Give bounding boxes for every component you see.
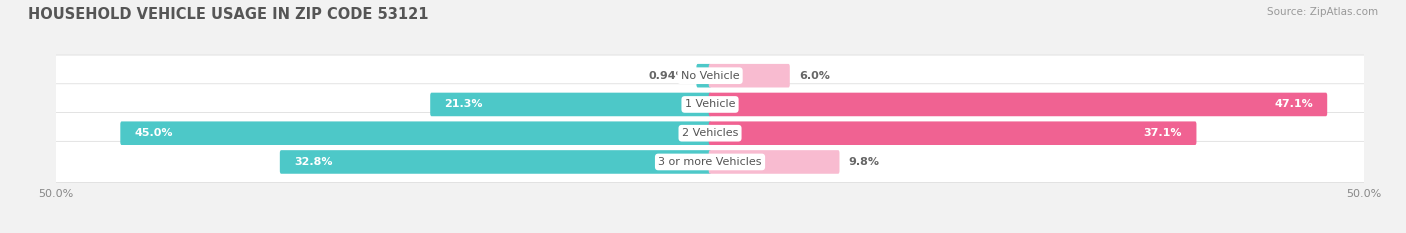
Text: 32.8%: 32.8%	[294, 157, 333, 167]
Text: 2 Vehicles: 2 Vehicles	[682, 128, 738, 138]
FancyBboxPatch shape	[709, 150, 839, 174]
FancyBboxPatch shape	[52, 84, 1368, 125]
FancyBboxPatch shape	[709, 64, 790, 87]
Text: 21.3%: 21.3%	[444, 99, 484, 110]
Text: Source: ZipAtlas.com: Source: ZipAtlas.com	[1267, 7, 1378, 17]
FancyBboxPatch shape	[709, 93, 1327, 116]
Text: 9.8%: 9.8%	[849, 157, 880, 167]
FancyBboxPatch shape	[52, 113, 1368, 154]
Text: 45.0%: 45.0%	[135, 128, 173, 138]
Text: 3 or more Vehicles: 3 or more Vehicles	[658, 157, 762, 167]
FancyBboxPatch shape	[52, 141, 1368, 183]
FancyBboxPatch shape	[52, 55, 1368, 96]
Text: 1 Vehicle: 1 Vehicle	[685, 99, 735, 110]
Text: 0.94%: 0.94%	[648, 71, 688, 81]
Text: No Vehicle: No Vehicle	[681, 71, 740, 81]
Text: 6.0%: 6.0%	[799, 71, 830, 81]
Text: 47.1%: 47.1%	[1274, 99, 1313, 110]
Text: 37.1%: 37.1%	[1143, 128, 1182, 138]
FancyBboxPatch shape	[121, 121, 711, 145]
FancyBboxPatch shape	[709, 121, 1197, 145]
FancyBboxPatch shape	[696, 64, 711, 87]
FancyBboxPatch shape	[430, 93, 711, 116]
Text: HOUSEHOLD VEHICLE USAGE IN ZIP CODE 53121: HOUSEHOLD VEHICLE USAGE IN ZIP CODE 5312…	[28, 7, 429, 22]
FancyBboxPatch shape	[280, 150, 711, 174]
